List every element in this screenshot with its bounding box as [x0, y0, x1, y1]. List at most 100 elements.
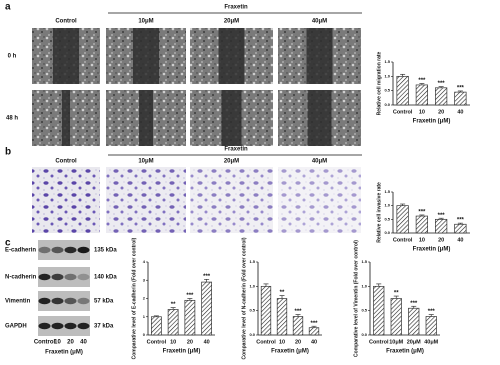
lane-title: Fraxetin (μM) — [45, 350, 83, 356]
significance: *** — [428, 309, 436, 315]
blot-band — [51, 322, 64, 330]
bar — [308, 327, 320, 336]
y-axis-label: Relative cell invasive rate — [376, 182, 382, 243]
blot-band — [77, 322, 90, 330]
y-tick-label: 0.5 — [384, 88, 390, 93]
blot-band — [38, 246, 51, 254]
significance: *** — [310, 321, 318, 327]
x-tick-label: Control — [393, 109, 413, 115]
column-label: 40μM — [312, 19, 327, 25]
kda-label: 37 kDa — [94, 324, 114, 330]
blot-band — [64, 273, 77, 281]
x-tick-label: 10μM — [389, 339, 403, 345]
x-tick-label: 40 — [204, 339, 210, 345]
y-tick-label: 0.0 — [384, 230, 390, 235]
blot-band — [51, 297, 64, 305]
x-tick-label: Control — [147, 339, 167, 345]
x-tick-label: Control — [393, 237, 413, 243]
x-axis-label: Fraxetin (μM) — [413, 247, 451, 253]
bar — [454, 223, 467, 234]
blot-band — [38, 273, 51, 281]
y-tick-label: 2 — [143, 296, 146, 301]
bar — [408, 307, 420, 336]
y-tick-label: 1.0 — [384, 203, 390, 208]
significance: *** — [294, 309, 302, 315]
group-header: Fraxetin — [224, 5, 248, 11]
blot-band — [64, 246, 77, 254]
scratch-gap — [53, 28, 79, 84]
x-tick-label: 40 — [457, 237, 463, 243]
y-tick-label: 3 — [143, 277, 146, 282]
group-header: Fraxetin — [224, 147, 248, 153]
transwell-image — [190, 167, 273, 233]
blot-band — [51, 246, 64, 254]
significance: ** — [171, 302, 176, 308]
y-tick-label: 1.5 — [361, 259, 367, 264]
y-tick-label: 1.0 — [361, 283, 367, 288]
x-tick-label: 20 — [438, 237, 444, 243]
bar — [396, 75, 409, 106]
protein-label: E-cadherin — [5, 248, 36, 254]
x-axis-label: Fraxetin (μM) — [386, 349, 424, 355]
x-tick-label: 20μM — [407, 339, 421, 345]
row-label: 0 h — [8, 54, 17, 60]
y-axis-label: Comparative level of E-cadherin (Fold ov… — [131, 237, 137, 359]
bar — [151, 316, 162, 336]
bar — [390, 298, 402, 336]
y-tick-label: 0.5 — [384, 216, 390, 221]
significance: ** — [394, 291, 399, 297]
y-tick-label: 0.0 — [361, 332, 367, 337]
x-tick-label: Control — [369, 339, 389, 345]
panel-label: b — [5, 147, 11, 158]
x-tick-label: 40 — [457, 109, 463, 115]
x-axis-label: Fraxetin (μM) — [163, 349, 201, 355]
bar — [454, 91, 467, 106]
bar — [415, 84, 429, 106]
scratch-gap — [307, 90, 332, 146]
column-label: 10μM — [138, 19, 153, 25]
row-label: 48 h — [6, 116, 18, 122]
scratch-gap — [218, 28, 245, 84]
y-tick-label: 1.5 — [249, 259, 255, 264]
column-label: 20μM — [224, 19, 239, 25]
y-tick-label: 0.0 — [249, 332, 255, 337]
blot-band — [64, 297, 77, 305]
kda-label: 135 kDa — [94, 248, 117, 254]
blot-band — [77, 297, 90, 305]
x-tick-label: 10 — [419, 237, 425, 243]
significance: *** — [438, 213, 446, 219]
blot-band — [77, 273, 90, 281]
x-tick-label: 20 — [187, 339, 193, 345]
x-tick-label: 20 — [295, 339, 301, 345]
y-tick-label: 1.5 — [384, 59, 390, 64]
panel-label: a — [5, 2, 11, 13]
blot-strip — [38, 267, 90, 287]
y-tick-label: 1.0 — [384, 73, 390, 78]
y-tick-label: 1 — [143, 314, 146, 319]
lane-label: Control — [34, 340, 56, 346]
x-axis-label: Fraxetin (μM) — [271, 349, 309, 355]
significance: *** — [457, 86, 465, 92]
blot-band — [77, 246, 90, 254]
significance: *** — [438, 81, 446, 87]
blot-band — [64, 322, 77, 330]
x-tick-label: 10 — [419, 109, 425, 115]
bar — [167, 309, 179, 336]
x-axis-label: Fraxetin (μM) — [413, 119, 451, 125]
y-tick-label: 0 — [143, 332, 146, 337]
blot-band — [38, 322, 51, 330]
x-tick-label: Control — [256, 339, 276, 345]
significance: *** — [186, 293, 194, 299]
protein-label: Vimentin — [5, 299, 31, 305]
column-label: Control — [55, 159, 77, 165]
bar — [435, 218, 448, 234]
significance: *** — [418, 210, 426, 216]
bar — [425, 316, 437, 336]
blot-strip — [38, 240, 90, 260]
scratch-gap — [62, 90, 70, 146]
bar — [292, 316, 304, 336]
significance: *** — [410, 301, 418, 307]
column-label: 10μM — [138, 159, 153, 165]
transwell-image — [278, 167, 361, 233]
